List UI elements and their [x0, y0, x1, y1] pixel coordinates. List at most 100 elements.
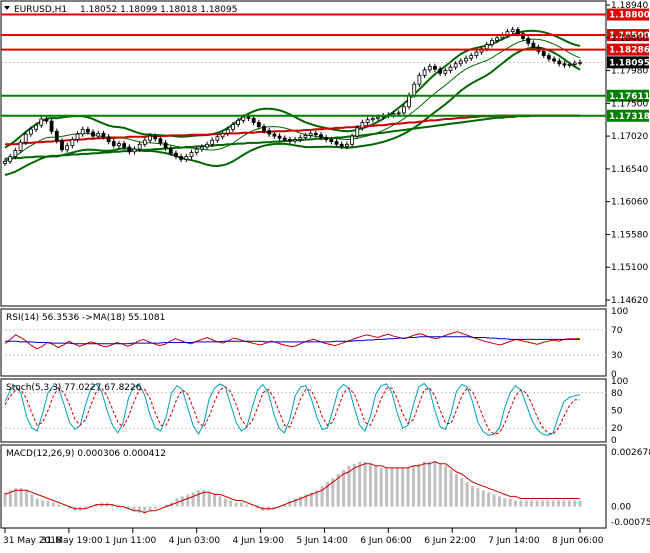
- macd-panel[interactable]: [0, 444, 607, 529]
- candle-body[interactable]: [495, 37, 500, 41]
- candle-body[interactable]: [29, 128, 33, 135]
- candle-body[interactable]: [106, 136, 111, 142]
- candle-body[interactable]: [101, 132, 106, 138]
- candle-body[interactable]: [547, 55, 551, 60]
- candle-body[interactable]: [572, 62, 577, 65]
- symbol-dropdown-icon[interactable]: [4, 6, 10, 10]
- candle-body[interactable]: [391, 113, 396, 116]
- candle-body[interactable]: [464, 57, 468, 62]
- candle-body[interactable]: [13, 150, 18, 157]
- candle-body[interactable]: [510, 29, 515, 33]
- candle-body[interactable]: [344, 143, 349, 147]
- candle-body[interactable]: [49, 120, 54, 132]
- candle-body[interactable]: [567, 64, 572, 66]
- candle-body[interactable]: [44, 118, 49, 122]
- candle-body[interactable]: [313, 132, 318, 136]
- candle-body[interactable]: [210, 139, 215, 145]
- candle-body[interactable]: [448, 66, 453, 71]
- candle-body[interactable]: [199, 146, 204, 150]
- candle-body[interactable]: [231, 124, 235, 130]
- candle-body[interactable]: [541, 51, 546, 56]
- candle-body[interactable]: [443, 70, 448, 74]
- candle-body[interactable]: [80, 128, 85, 135]
- candle-body[interactable]: [360, 122, 365, 129]
- candle-body[interactable]: [355, 127, 360, 137]
- candle-body[interactable]: [474, 51, 479, 56]
- candle-body[interactable]: [319, 134, 323, 138]
- candle-body[interactable]: [469, 55, 474, 59]
- candle-body[interactable]: [562, 63, 567, 66]
- candle-body[interactable]: [174, 152, 178, 157]
- candle-body[interactable]: [65, 145, 70, 151]
- candle-body[interactable]: [179, 156, 184, 160]
- candle-body[interactable]: [39, 118, 44, 126]
- candle-body[interactable]: [396, 112, 401, 115]
- candle-body[interactable]: [96, 132, 101, 137]
- candle-body[interactable]: [122, 143, 127, 148]
- candle-body[interactable]: [137, 143, 142, 150]
- candle-body[interactable]: [246, 116, 251, 119]
- candle-body[interactable]: [521, 33, 525, 39]
- candle-body[interactable]: [225, 128, 230, 134]
- candle-body[interactable]: [117, 143, 121, 147]
- candle-body[interactable]: [324, 137, 329, 140]
- candle-body[interactable]: [148, 135, 152, 141]
- candle-body[interactable]: [91, 131, 95, 137]
- candle-body[interactable]: [293, 139, 297, 142]
- candle-body[interactable]: [531, 42, 536, 48]
- candle-body[interactable]: [453, 63, 458, 68]
- candle-body[interactable]: [288, 139, 292, 142]
- candle-body[interactable]: [438, 68, 443, 74]
- candle-body[interactable]: [376, 116, 380, 119]
- candle-body[interactable]: [220, 132, 225, 138]
- candle-body[interactable]: [205, 143, 209, 148]
- candle-body[interactable]: [189, 152, 194, 157]
- candle-body[interactable]: [60, 140, 64, 151]
- candle-body[interactable]: [370, 117, 375, 121]
- candle-body[interactable]: [339, 143, 344, 147]
- candle-body[interactable]: [407, 94, 411, 108]
- candle-body[interactable]: [515, 29, 520, 35]
- candle-body[interactable]: [298, 137, 303, 140]
- candle-body[interactable]: [256, 122, 261, 127]
- candle-body[interactable]: [111, 141, 116, 147]
- candle-body[interactable]: [3, 160, 7, 164]
- candle-body[interactable]: [127, 146, 132, 153]
- candle-body[interactable]: [412, 83, 417, 96]
- candle-body[interactable]: [18, 141, 23, 151]
- candle-body[interactable]: [334, 141, 339, 145]
- candle-body[interactable]: [526, 38, 531, 44]
- candle-body[interactable]: [70, 139, 75, 147]
- candle-body[interactable]: [23, 133, 28, 143]
- candle-body[interactable]: [251, 117, 256, 123]
- candle-body[interactable]: [277, 135, 282, 139]
- candle-body[interactable]: [8, 156, 13, 162]
- candle-body[interactable]: [142, 139, 147, 145]
- candle-body[interactable]: [350, 135, 354, 145]
- candle-body[interactable]: [422, 69, 427, 76]
- candle-body[interactable]: [85, 128, 90, 133]
- candle-body[interactable]: [236, 120, 241, 125]
- candle-body[interactable]: [267, 130, 272, 135]
- candle-body[interactable]: [490, 40, 494, 46]
- candle-body[interactable]: [282, 137, 287, 140]
- candle-body[interactable]: [168, 148, 173, 154]
- candle-body[interactable]: [272, 133, 277, 137]
- candle-body[interactable]: [75, 133, 80, 140]
- candle-body[interactable]: [132, 148, 137, 153]
- candle-body[interactable]: [578, 61, 582, 64]
- candle-body[interactable]: [158, 138, 163, 144]
- candle-body[interactable]: [34, 124, 38, 130]
- candle-body[interactable]: [427, 66, 432, 71]
- candle-body[interactable]: [552, 58, 556, 62]
- candle-body[interactable]: [365, 119, 370, 123]
- candle-body[interactable]: [484, 44, 489, 50]
- candle-body[interactable]: [401, 106, 406, 114]
- candle-body[interactable]: [153, 135, 158, 140]
- candle-body[interactable]: [329, 139, 334, 142]
- candle-body[interactable]: [308, 132, 313, 136]
- candle-body[interactable]: [194, 148, 199, 153]
- candle-body[interactable]: [241, 116, 246, 121]
